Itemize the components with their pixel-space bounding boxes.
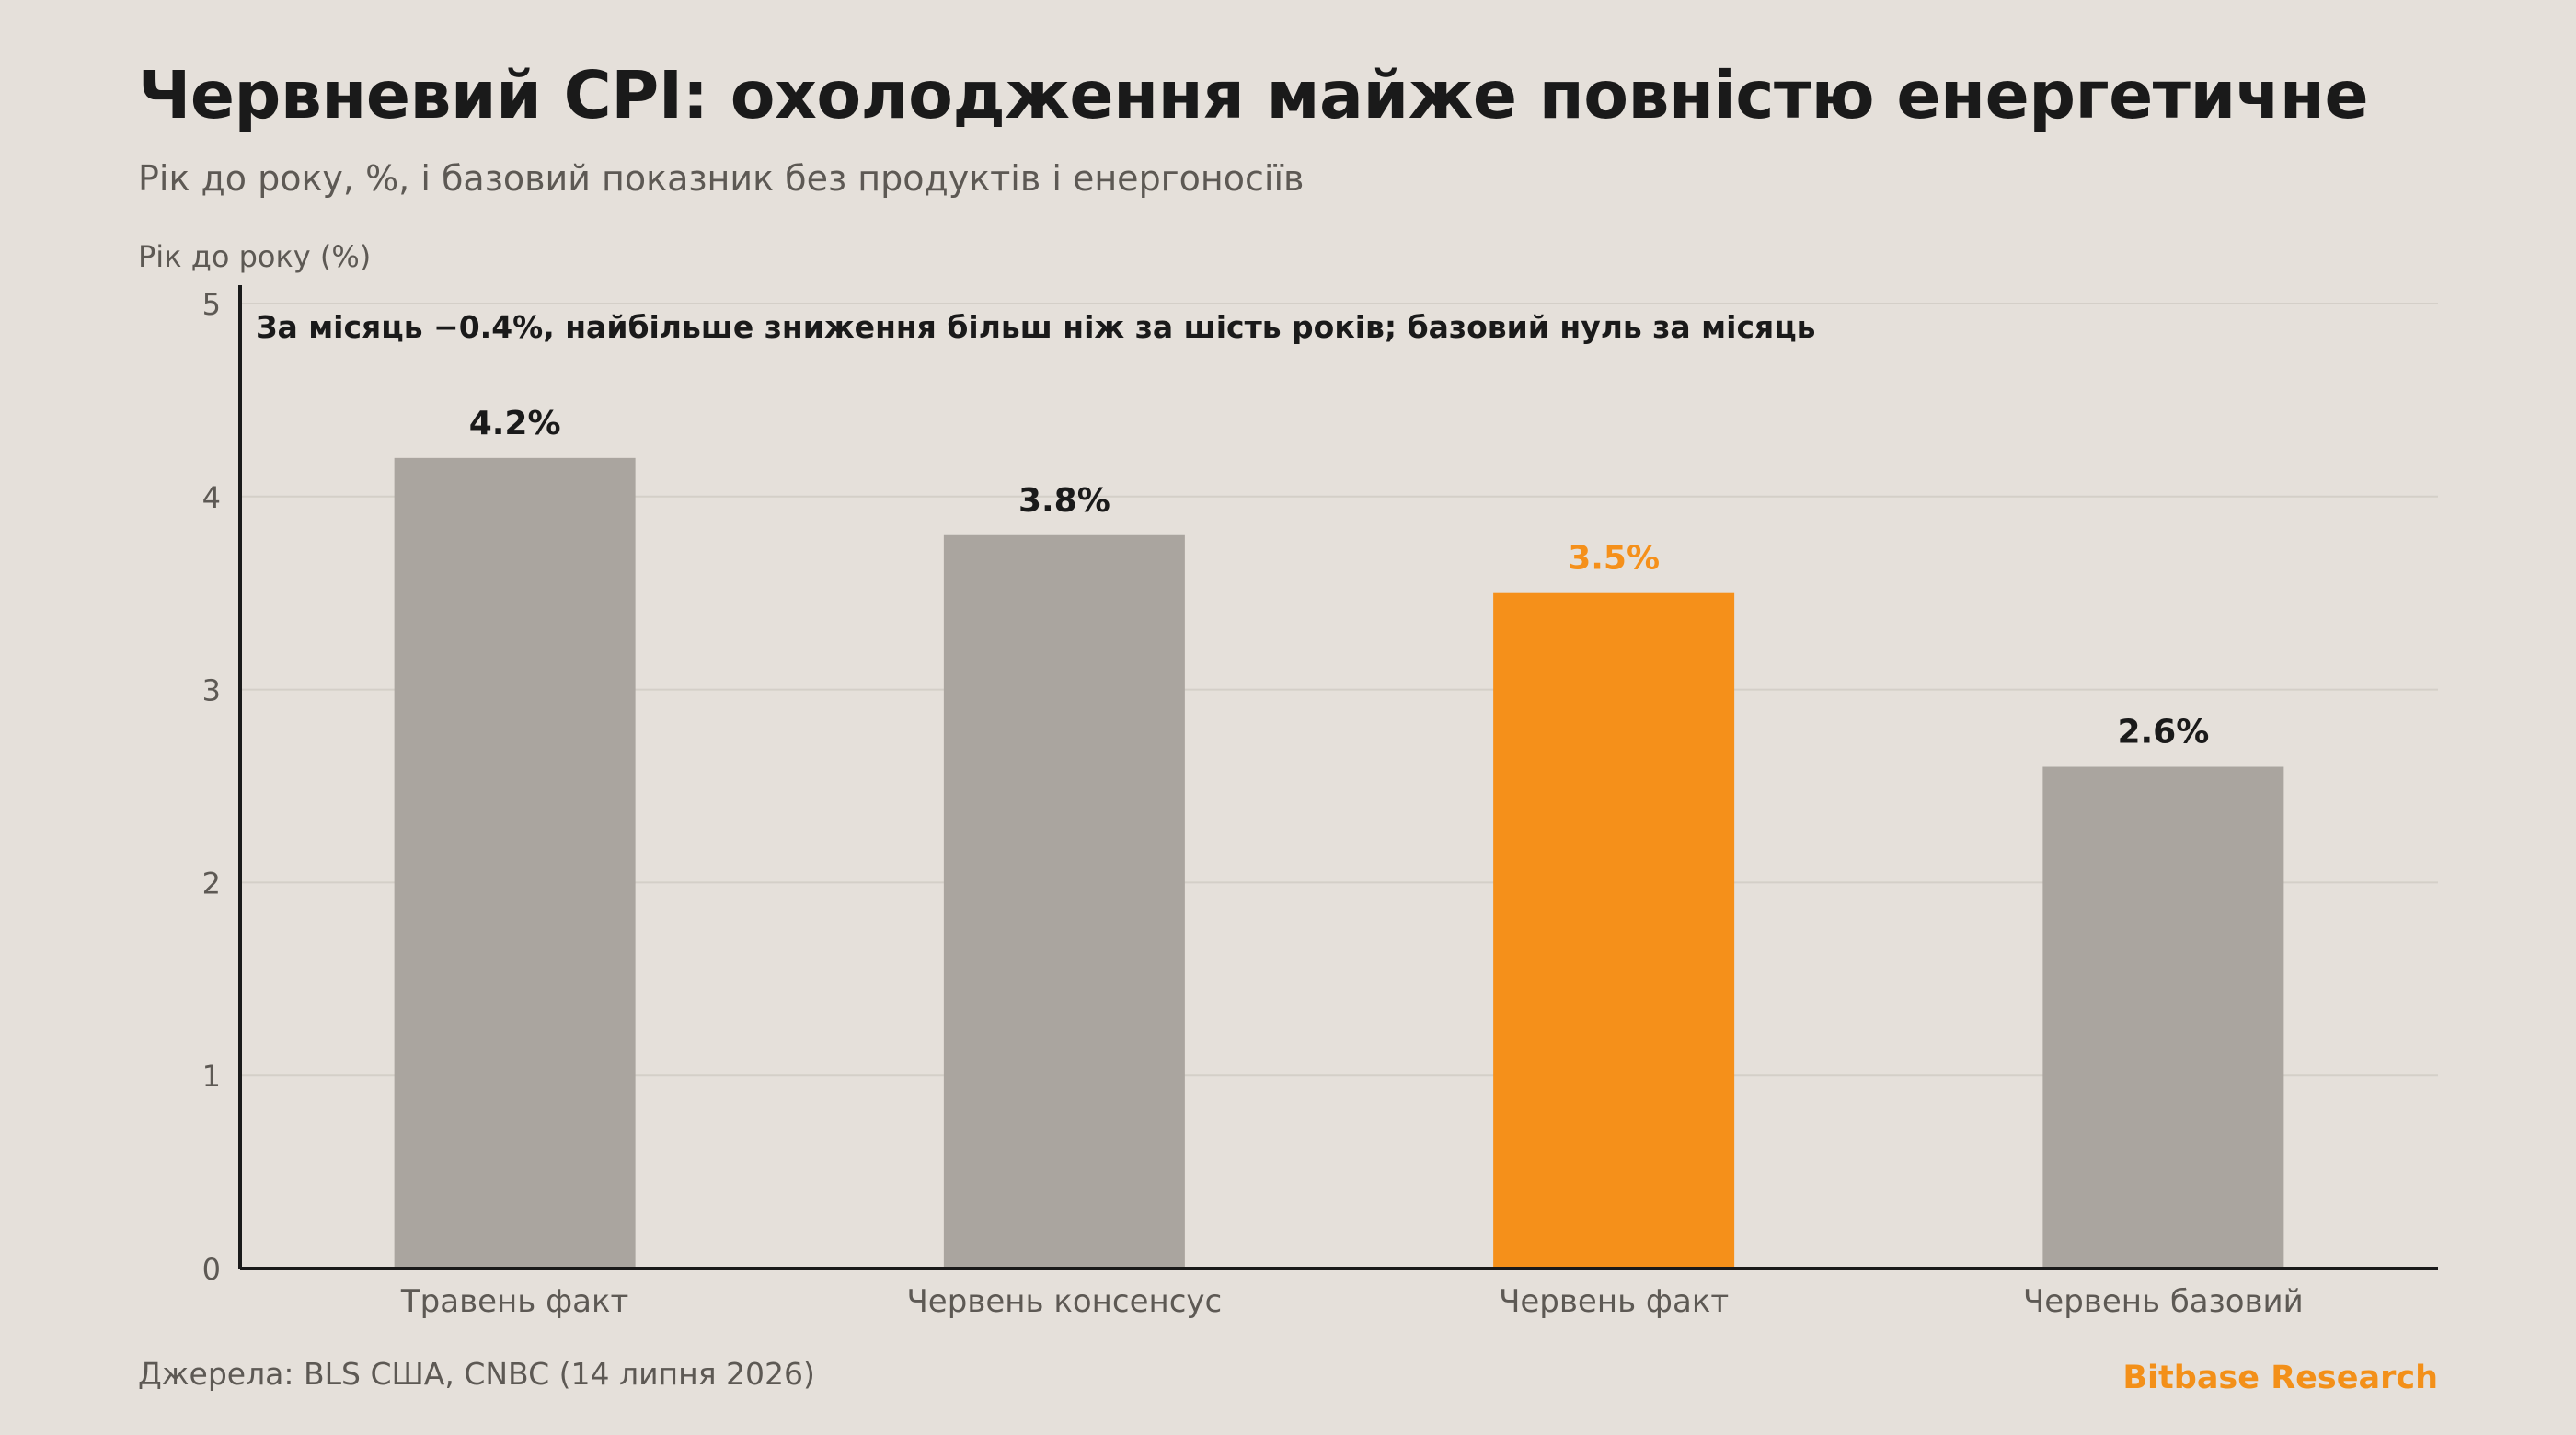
bar-4 (2042, 766, 2284, 1269)
data-label: 3.5% (1568, 540, 1660, 578)
y-tick-label: 0 (202, 1252, 221, 1287)
chart-annotation: За місяць −0.4%, найбільше зниження біль… (256, 309, 1816, 345)
y-tick-label: 4 (202, 480, 221, 515)
x-tick-label: Червень факт (1499, 1283, 1729, 1320)
y-tick-label: 5 (202, 287, 221, 322)
source-note: Джерела: BLS США, CNBC (14 липня 2026) (138, 1356, 815, 1392)
data-label: 4.2% (469, 405, 561, 442)
y-tick-label: 1 (202, 1059, 221, 1094)
y-tick-label: 3 (202, 673, 221, 708)
y-tick-labels: 0 1 2 3 4 5 (202, 287, 221, 1287)
chart-title: Червневий CPI: охолодження майже повніст… (138, 57, 2369, 133)
bars (394, 457, 2284, 1269)
data-label: 2.6% (2117, 714, 2209, 752)
brand-logo-text: Bitbase Research (2122, 1360, 2438, 1396)
y-tick-label: 2 (202, 866, 221, 901)
data-labels: 4.2% 3.8% 3.5% 2.6% (469, 405, 2210, 752)
bar-3 (1493, 592, 1735, 1269)
bar-2 (943, 534, 1185, 1269)
x-tick-label: Травень факт (400, 1283, 628, 1320)
x-tick-labels: Травень факт Червень консенсус Червень фак… (400, 1283, 2304, 1320)
y-axis-title: Рік до року (%) (138, 239, 371, 274)
data-label: 3.8% (1018, 482, 1110, 520)
bar-1 (394, 457, 636, 1269)
x-tick-label: Червень базовий (2023, 1283, 2304, 1320)
x-tick-label: Червень консенсус (906, 1283, 1222, 1320)
chart-subtitle: Рік до року, %, і базовий показник без п… (138, 158, 1305, 199)
